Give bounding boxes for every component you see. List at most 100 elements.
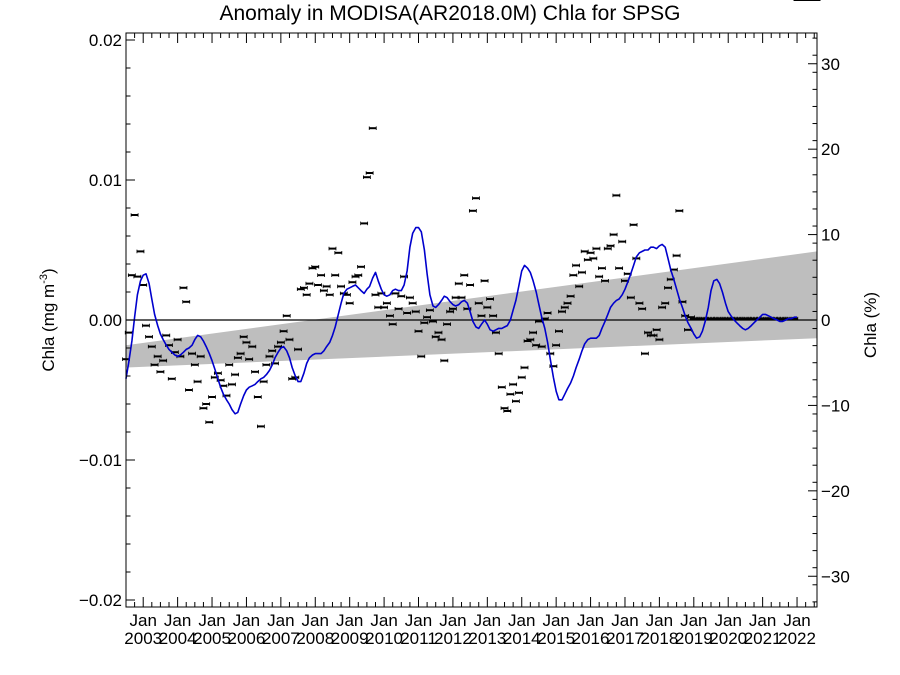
data-point xyxy=(142,323,150,328)
data-point xyxy=(443,322,451,326)
y2-tick-label: −20 xyxy=(821,482,850,501)
data-point xyxy=(572,263,581,268)
data-point xyxy=(477,314,486,318)
data-point xyxy=(242,340,251,345)
data-point xyxy=(480,279,489,283)
data-point xyxy=(661,301,670,305)
data-point xyxy=(641,351,649,356)
data-point xyxy=(190,363,199,367)
data-point xyxy=(279,329,288,333)
data-point xyxy=(239,335,248,339)
x-tick-month: Jan xyxy=(164,611,191,630)
data-point xyxy=(664,286,672,290)
x-tick-month: Jan xyxy=(542,611,569,630)
data-point xyxy=(509,382,518,387)
data-point xyxy=(457,295,466,300)
data-point xyxy=(437,337,446,342)
data-point xyxy=(411,309,420,314)
data-point xyxy=(474,301,483,305)
x-tick-month: Jan xyxy=(370,611,397,630)
data-point xyxy=(609,232,618,237)
data-point xyxy=(615,266,624,270)
y-tick-label: 0.01 xyxy=(89,171,122,190)
data-point xyxy=(515,391,523,395)
data-point xyxy=(563,301,572,305)
x-tick-year: 2007 xyxy=(262,629,300,648)
monthly-points-layer xyxy=(122,0,821,429)
data-point xyxy=(603,246,612,251)
data-point xyxy=(618,239,627,244)
x-tick-month: Jan xyxy=(611,611,638,630)
data-point xyxy=(483,305,492,310)
y2-tick-label: 20 xyxy=(821,140,840,159)
data-point xyxy=(626,295,635,300)
data-point xyxy=(629,223,638,227)
chart-title: Anomaly in MODISA(AR2018.0M) Chla for SP… xyxy=(219,2,681,25)
data-point xyxy=(497,385,506,389)
data-point xyxy=(314,283,322,287)
data-point xyxy=(454,281,463,286)
data-point xyxy=(449,307,457,311)
data-point xyxy=(331,273,340,277)
data-point xyxy=(231,372,239,377)
data-point xyxy=(202,402,211,406)
y2-tick-label: 0 xyxy=(821,311,830,330)
data-point xyxy=(311,265,320,269)
x-tick-month: Jan xyxy=(129,611,156,630)
data-point xyxy=(529,330,537,335)
x-tick-year: 2010 xyxy=(365,629,403,648)
data-point xyxy=(365,171,374,175)
data-point xyxy=(503,409,512,413)
data-point xyxy=(578,270,586,275)
data-point xyxy=(348,280,357,284)
data-point xyxy=(506,392,515,396)
data-point xyxy=(337,284,345,289)
left-y-axis: −0.02 −0.01 0.00 0.01 0.02 xyxy=(79,31,135,610)
x-tick-year: 2009 xyxy=(331,629,369,648)
data-point xyxy=(423,315,432,319)
data-point xyxy=(179,286,188,290)
data-point xyxy=(317,273,326,277)
x-tick-year: 2018 xyxy=(640,629,678,648)
smoothed-line-layer xyxy=(125,226,797,415)
data-point xyxy=(595,274,604,279)
x-tick-month: Jan xyxy=(508,611,535,630)
x-tick-year: 2008 xyxy=(296,629,334,648)
x-tick-month: Jan xyxy=(577,611,604,630)
data-point xyxy=(319,288,328,293)
x-tick-year: 2005 xyxy=(193,629,231,648)
data-point xyxy=(305,281,314,286)
x-tick-month: Jan xyxy=(336,611,363,630)
data-point xyxy=(431,335,440,339)
trend-band xyxy=(126,251,817,368)
data-point xyxy=(159,358,168,363)
y2-tick-label: 10 xyxy=(821,226,840,245)
data-point xyxy=(612,193,621,198)
data-point xyxy=(526,337,535,342)
data-point xyxy=(282,314,291,318)
data-point xyxy=(537,344,546,349)
x-tick-month: Jan xyxy=(302,611,329,630)
data-point xyxy=(472,196,480,200)
data-point xyxy=(592,246,601,251)
data-point xyxy=(598,266,606,270)
x-tick-month: Jan xyxy=(749,611,776,630)
data-point xyxy=(322,284,331,289)
data-point xyxy=(256,424,265,429)
data-point xyxy=(468,209,477,213)
data-point xyxy=(245,357,254,361)
data-point xyxy=(394,307,403,311)
data-point xyxy=(345,301,354,305)
data-point xyxy=(262,363,271,367)
data-point xyxy=(133,274,142,279)
x-tick-year: 2021 xyxy=(744,629,782,648)
data-point xyxy=(294,347,302,352)
x-tick-year: 2022 xyxy=(778,629,816,648)
data-point xyxy=(434,330,443,335)
y-tick-label: −0.01 xyxy=(79,451,122,470)
smoothed-series-line xyxy=(125,226,797,415)
x-tick-month: Jan xyxy=(715,611,742,630)
data-point xyxy=(162,333,171,338)
data-point xyxy=(300,286,308,290)
y-axis-label-superscript: -3 xyxy=(38,274,50,284)
